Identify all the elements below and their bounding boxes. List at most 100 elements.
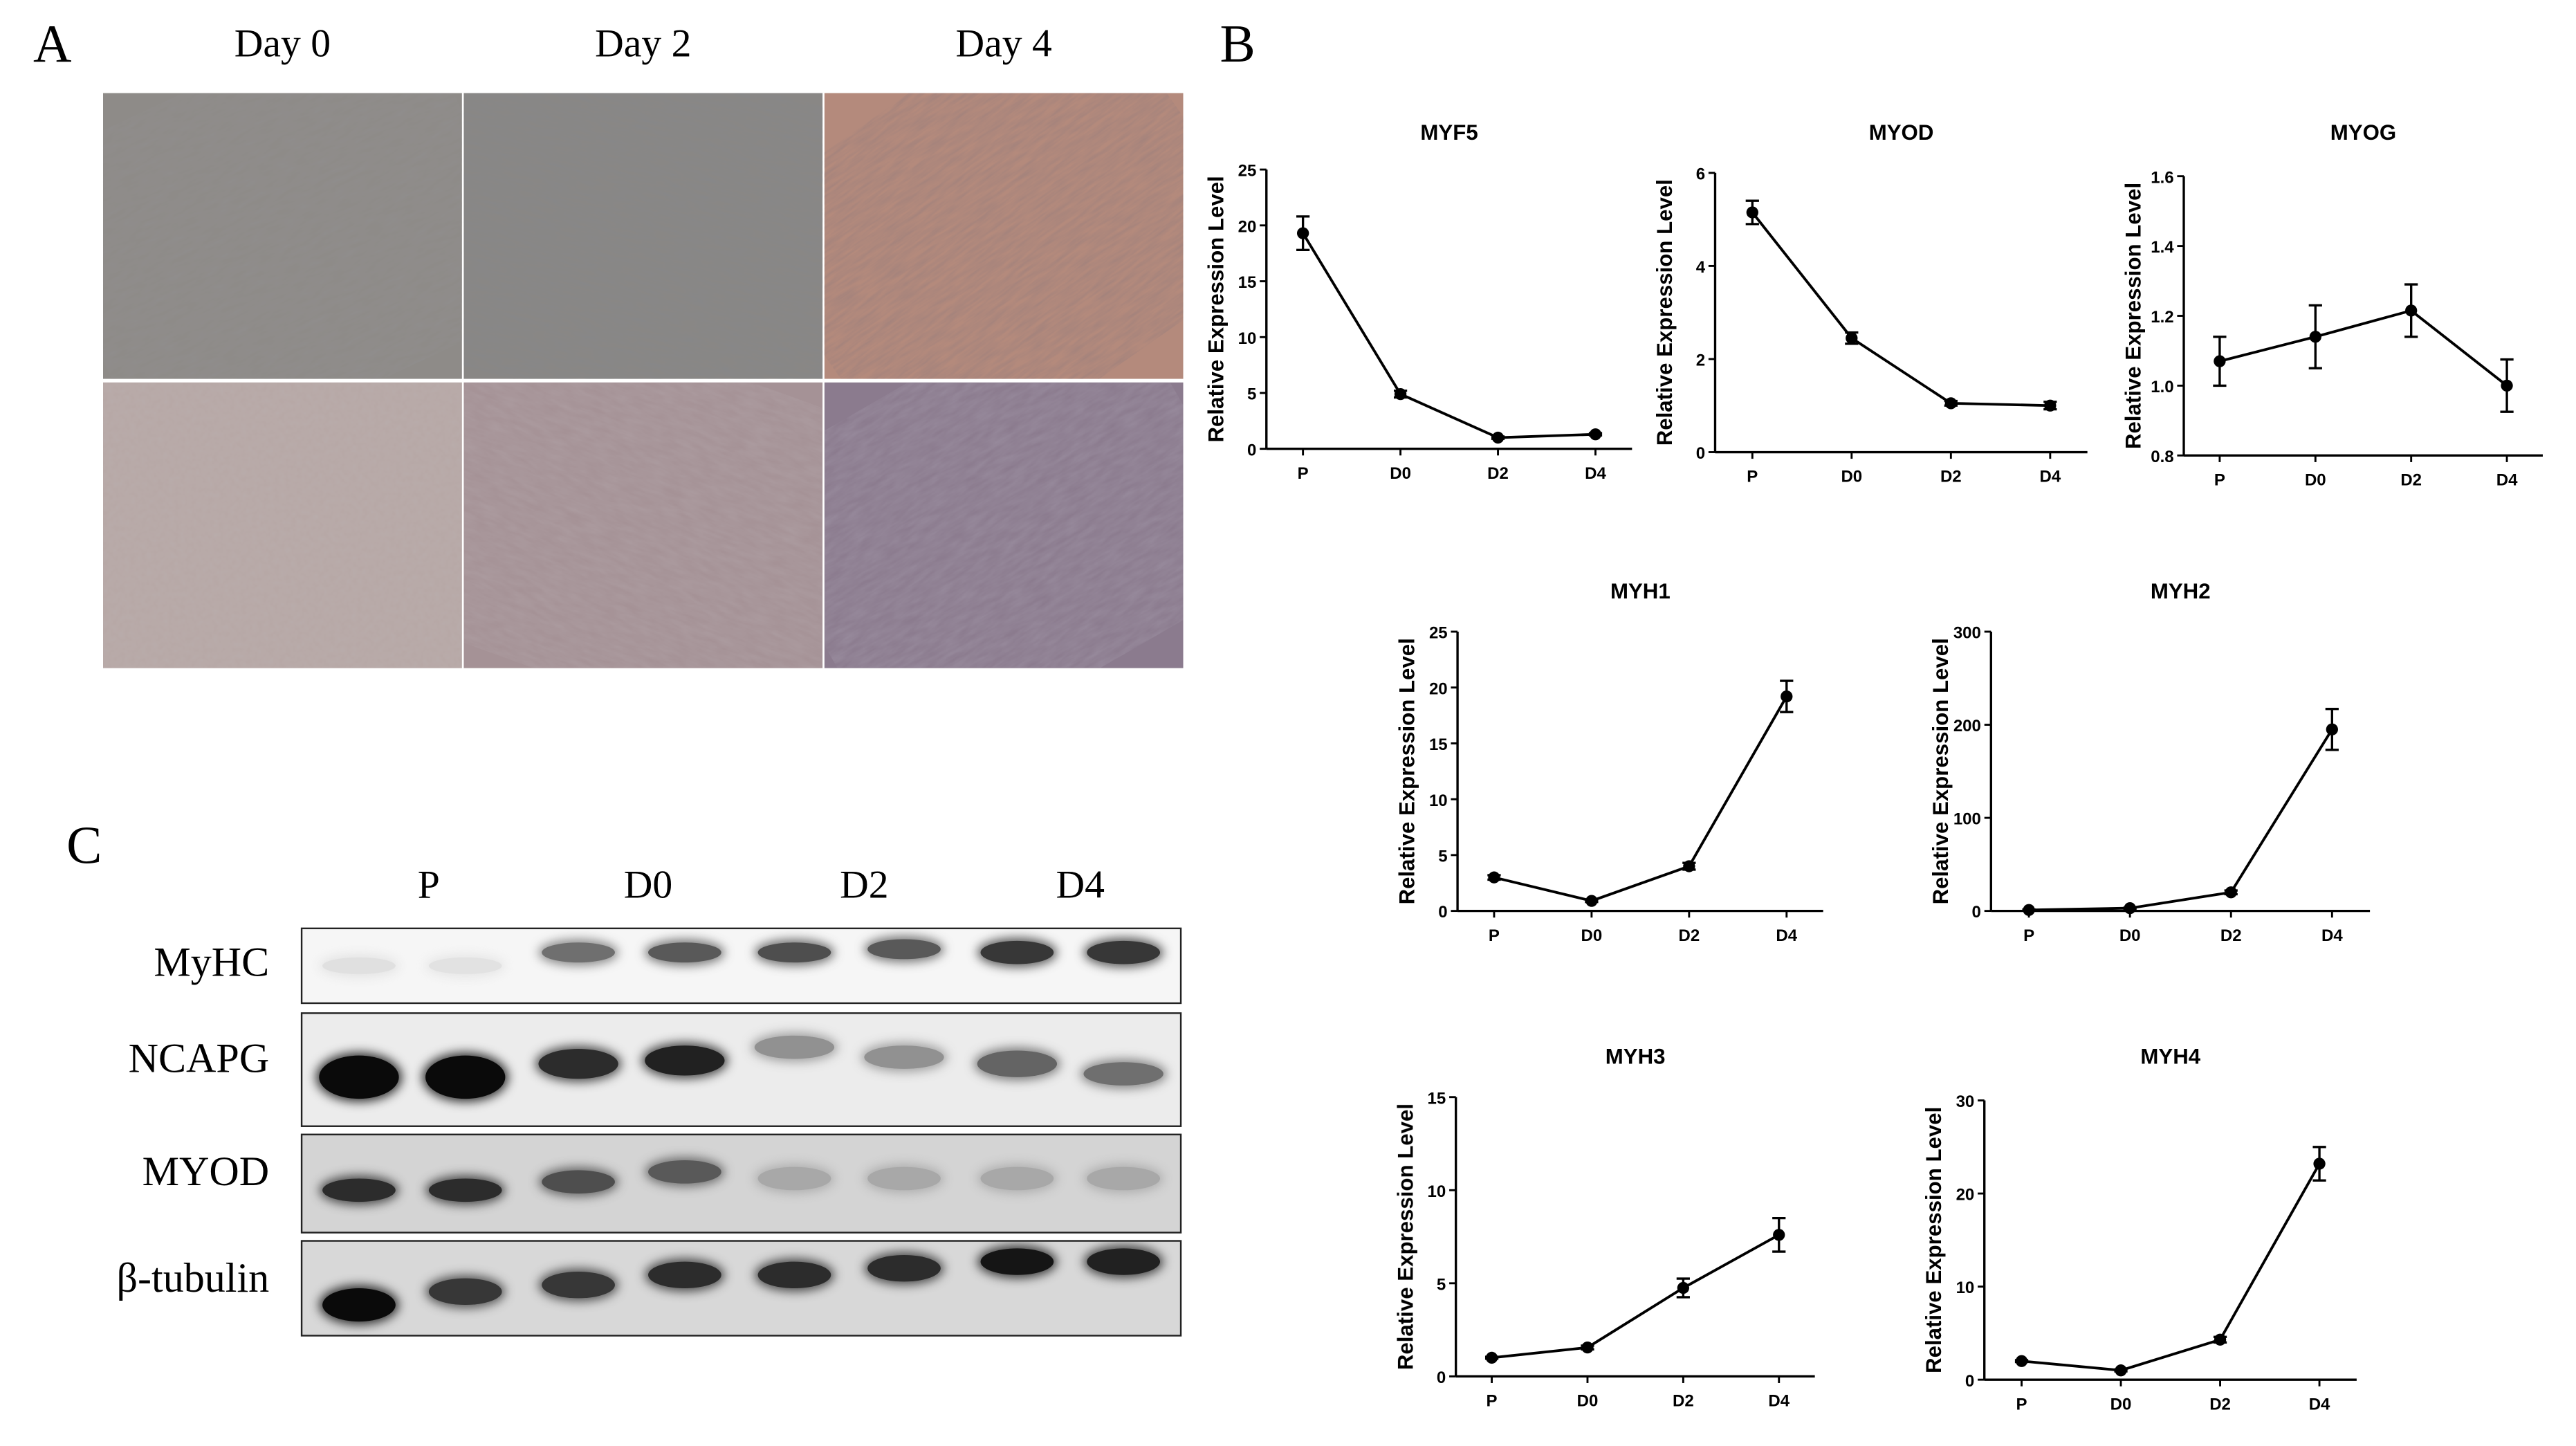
y-tick-label: 1.0 <box>2151 378 2173 396</box>
chart-title: MYOD <box>1869 120 1934 145</box>
band <box>867 939 941 960</box>
day-label-4: Day 4 <box>955 23 1052 67</box>
data-point <box>1589 428 1602 441</box>
x-tick-label: D2 <box>1940 468 1962 486</box>
x-tick-label: P <box>2016 1395 2027 1413</box>
chart-myf5: MYF5 Relative Expression Level 0 5 10 15 20 25 P… <box>1204 120 1632 483</box>
data-point <box>1491 431 1505 444</box>
x-tick-label: D0 <box>2305 471 2326 490</box>
x-tick-label: P <box>1489 926 1500 945</box>
data-point <box>2326 723 2338 735</box>
y-tick-label: 20 <box>1429 679 1448 698</box>
series-line <box>2021 1163 2321 1372</box>
x-tick-label: D0 <box>2110 1395 2132 1413</box>
y-tick-label: 0 <box>1247 441 1256 459</box>
micrograph-day2-bottom <box>463 382 823 668</box>
chart-title: MYOG <box>2330 120 2396 145</box>
band <box>428 957 502 974</box>
y-tick-label: 20 <box>1238 217 1257 236</box>
band <box>867 1254 941 1282</box>
y-tick-label: 1.2 <box>2151 308 2173 327</box>
x-tick-label: P <box>1487 1392 1498 1411</box>
y-tick-label: 5 <box>1438 848 1447 866</box>
series-line <box>2029 729 2333 912</box>
series-line <box>1491 1234 1780 1360</box>
band <box>538 1049 618 1079</box>
chart-myog: MYOG Relative Expression Level 0.8 1.0 1.2 1.… <box>2122 120 2543 490</box>
y-tick-label: 15 <box>1428 1089 1446 1108</box>
x-tick-label: D2 <box>1487 464 1509 483</box>
data-point <box>1677 1281 1690 1294</box>
blot-beta-tubulin <box>300 1240 1182 1337</box>
blot-ncapg <box>300 1012 1182 1127</box>
band <box>425 1055 506 1099</box>
data-point <box>1781 690 1793 703</box>
band <box>864 1045 944 1069</box>
x-tick-label: D2 <box>2220 926 2242 945</box>
y-tick-label: 100 <box>1953 810 1981 829</box>
x-tick-label: D4 <box>1585 464 1606 483</box>
y-tick-label: 10 <box>1429 791 1448 810</box>
y-tick-label: 25 <box>1238 162 1257 181</box>
y-tick-label: 30 <box>1956 1092 1975 1111</box>
panel-label-b: B <box>1220 13 1255 73</box>
data-point <box>2309 331 2321 343</box>
y-tick-label: 10 <box>1956 1279 1975 1297</box>
x-tick-label: D4 <box>2309 1395 2330 1413</box>
chart-myh2: MYH2 Relative Expression Level 0 100 200 300 P… <box>1929 579 2371 945</box>
y-axis-label: Relative Expression Level <box>1393 1104 1417 1370</box>
data-point <box>2124 902 2136 915</box>
series-line <box>1493 695 1788 903</box>
x-tick-label: D0 <box>1577 1392 1599 1411</box>
x-tick-label: D0 <box>2119 926 2141 945</box>
chart-myh1: MYH1 Relative Expression Level 0 5 10 15 20 25 P… <box>1395 579 1823 945</box>
band <box>542 1170 615 1194</box>
band <box>648 1261 721 1289</box>
x-tick-label: D4 <box>1768 1392 1790 1411</box>
blot-label-myod: MYOD <box>142 1150 270 1196</box>
lane-label-d0: D0 <box>623 864 673 908</box>
y-axis-label: Relative Expression Level <box>1653 179 1677 446</box>
micrograph-day4-bottom <box>824 382 1184 668</box>
y-tick-label: 1.6 <box>2151 168 2173 187</box>
x-tick-label: D0 <box>1841 468 1862 486</box>
y-tick-label: 20 <box>1956 1186 1975 1205</box>
y-tick-label: 15 <box>1429 735 1448 754</box>
blot-myod <box>300 1133 1182 1234</box>
micrograph-day0-bottom <box>102 382 462 668</box>
y-tick-label: 0 <box>1965 1372 1974 1391</box>
data-point <box>2015 1355 2028 1367</box>
day-label-0: Day 0 <box>234 23 331 67</box>
data-point <box>2501 379 2513 392</box>
band <box>980 940 1054 964</box>
y-tick-label: 1.4 <box>2151 238 2174 257</box>
x-tick-label: P <box>1298 464 1309 483</box>
data-point <box>1846 332 1858 345</box>
panel-label-c: C <box>66 814 102 875</box>
micrograph-day0-top <box>102 93 462 379</box>
band <box>1087 1248 1161 1275</box>
data-point <box>2214 355 2226 367</box>
series-line <box>1751 211 2050 408</box>
y-axis-label: Relative Expression Level <box>1395 638 1419 904</box>
data-point <box>1296 227 1309 239</box>
x-tick-label: D4 <box>2039 468 2061 486</box>
x-tick-label: D0 <box>1581 926 1603 945</box>
band <box>648 942 721 963</box>
x-tick-label: D2 <box>1678 926 1700 945</box>
chart-title: MYH2 <box>2151 579 2211 603</box>
y-axis-label: Relative Expression Level <box>1922 1107 1946 1373</box>
data-point <box>1394 387 1407 401</box>
x-tick-label: D0 <box>1390 464 1411 483</box>
band <box>1083 1062 1163 1086</box>
blot-label-myhc: MyHC <box>154 940 270 986</box>
chart-title: MYF5 <box>1420 120 1478 145</box>
data-point <box>2405 304 2418 317</box>
data-point <box>2044 399 2057 412</box>
data-point <box>2023 904 2035 916</box>
y-tick-label: 10 <box>1428 1182 1446 1201</box>
blot-label-ncapg: NCAPG <box>128 1037 270 1083</box>
x-tick-label: P <box>2023 926 2034 945</box>
band <box>542 1271 615 1299</box>
band <box>977 1050 1058 1077</box>
